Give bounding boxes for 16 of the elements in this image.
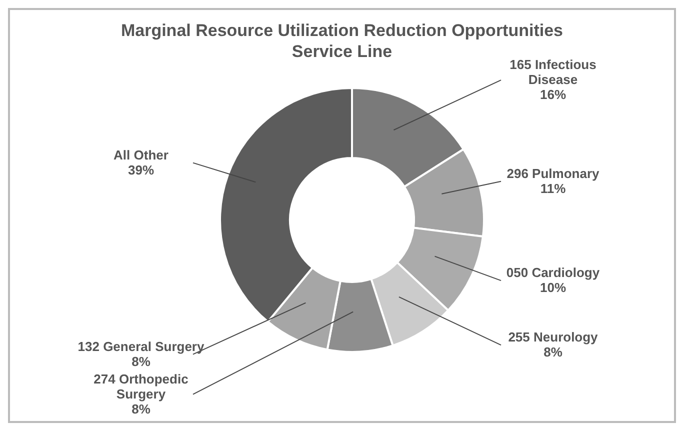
data-label: 8% — [132, 401, 151, 416]
chart-subtitle: Service Line — [292, 42, 392, 61]
slice-label: 274 Orthopedic Surgery — [94, 371, 188, 402]
slice-label: 296 Pulmonary — [506, 166, 600, 181]
slice-label: 255 Neurology — [508, 330, 599, 345]
data-label: 10% — [540, 280, 566, 296]
slice-label: 132 General Surgery — [78, 338, 205, 354]
slice-label: 050 Cardiology — [506, 265, 600, 280]
data-label: 11% — [540, 180, 566, 196]
data-label: 8% — [132, 354, 151, 369]
data-label: 39% — [128, 162, 154, 178]
chart-title: Marginal Resource Utilization Reduction Opportunities — [120, 20, 564, 41]
slice-label: All Other — [114, 147, 168, 162]
data-label: 16% — [540, 87, 566, 102]
data-label: 8% — [544, 344, 563, 360]
slice-label: 165 Infectious Disease — [510, 57, 596, 88]
